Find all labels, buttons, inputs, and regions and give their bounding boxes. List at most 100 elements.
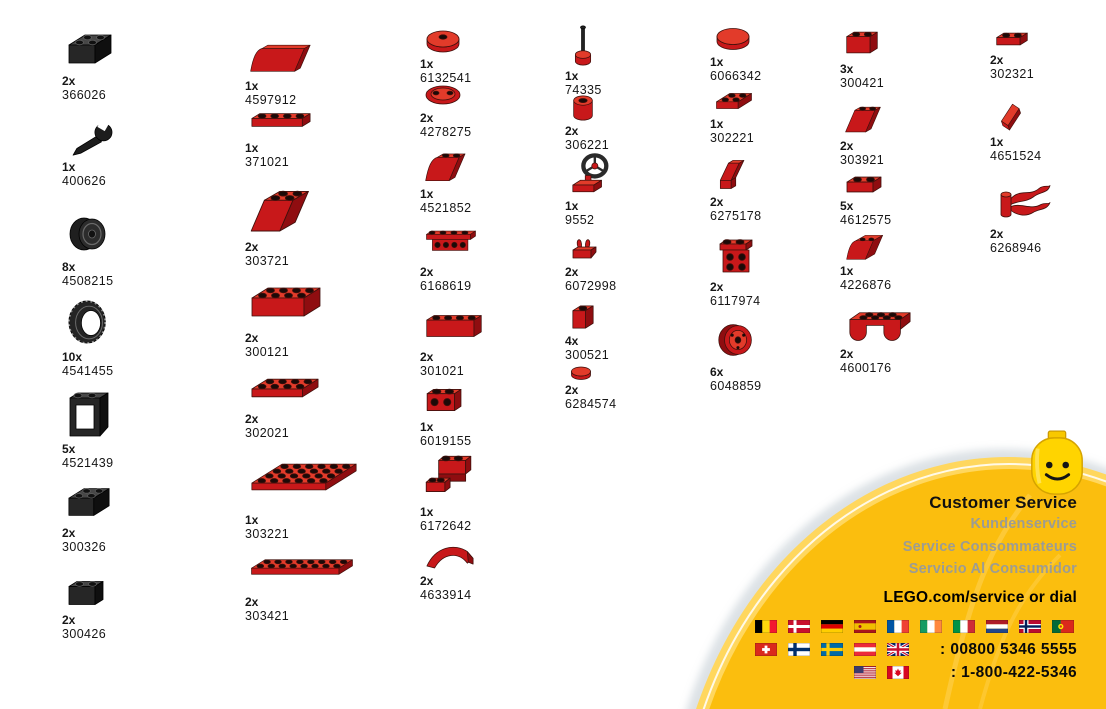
part-6072998: 2x 6072998 [565,235,616,293]
flag-row-3 [854,666,909,679]
part-number: 306221 [565,138,610,152]
part-qty: 2x [245,595,259,609]
part-number: 301021 [420,364,465,378]
part-4597912: 1x 4597912 [245,33,315,107]
part-6268946: 2x 6268946 [990,180,1052,255]
part-qty: 1x [420,57,434,71]
part-image-4597912 [249,33,315,77]
customer-service-title: Customer Service [929,493,1077,512]
part-qty: 3x [840,62,854,76]
part-image-4521439 [66,386,112,440]
part-number: 302321 [990,67,1035,81]
flag-row-2 [755,643,909,656]
part-qty: 2x [710,195,724,209]
part-number: 9552 [565,213,595,227]
part-image-6275178 [714,155,752,193]
part-image-6168619 [424,221,478,263]
flag-nl-icon [986,620,1008,633]
part-qty: 2x [420,111,434,125]
part-6132541: 1x 6132541 [420,25,471,85]
part-number: 4521852 [420,201,472,215]
part-number: 6048859 [710,379,762,393]
part-image-300121 [249,275,323,329]
part-6117974: 2x 6117974 [710,234,761,308]
part-306221: 2x 306221 [565,94,609,152]
part-image-302321 [994,27,1030,51]
flag-es-icon [854,620,876,633]
part-image-301021 [424,304,484,348]
part-qty: 2x [62,526,76,540]
part-4508215: 8x 4508215 [62,210,113,288]
cs-subtitle: Kundenservice [970,516,1077,532]
flag-fi-icon [788,643,810,656]
part-qty: 1x [420,505,434,519]
flag-at-icon [854,643,876,656]
part-number: 303721 [245,254,290,268]
part-74335: 1x 74335 [565,25,602,97]
minifig-head-icon [1026,429,1088,501]
part-number: 371021 [245,155,290,169]
part-image-302221 [714,87,754,115]
part-qty: 1x [245,79,259,93]
part-image-4226876 [844,230,888,262]
part-qty: 2x [245,412,259,426]
part-number: 400626 [62,174,107,188]
part-number: 4651524 [990,149,1042,163]
part-image-74335 [569,25,597,67]
part-number: 6132541 [420,71,472,85]
part-image-302021 [249,366,321,410]
part-number: 300421 [840,76,885,90]
part-qty: 1x [710,55,724,69]
part-qty: 1x [565,69,579,83]
part-303921: 2x 303921 [840,96,885,167]
part-300421: 3x 300421 [840,25,884,90]
part-image-4521852 [424,143,470,185]
part-6066342: 1x 6066342 [710,24,761,83]
part-image-300426 [66,575,106,611]
part-qty: 2x [565,383,579,397]
phone-north-america: : 1-800-422-5346 [950,664,1077,681]
part-image-300521 [569,302,597,332]
part-image-4633914 [424,537,476,572]
part-image-303421 [249,541,355,593]
part-6048859: 6x 6048859 [710,317,761,393]
part-image-6066342 [714,24,752,53]
part-qty: 1x [710,117,724,131]
flag-de-icon [821,620,843,633]
flag-pt-icon [1052,620,1074,633]
part-number: 300121 [245,345,290,359]
part-image-4541455 [66,298,114,348]
part-qty: 2x [420,574,434,588]
part-300326: 2x 300326 [62,480,112,554]
part-366026: 2x 366026 [62,26,114,102]
part-image-400626 [66,120,120,158]
part-6172642: 1x 6172642 [420,447,472,533]
part-image-306221 [569,94,597,122]
part-303221: 1x 303221 [245,443,359,541]
customer-service-text: Customer Service Kundenservice Service Co… [647,493,1077,607]
part-image-4612575 [844,172,884,197]
part-4226876: 1x 4226876 [840,230,891,292]
part-qty: 2x [990,53,1004,67]
part-qty: 5x [840,199,854,213]
part-302221: 1x 302221 [710,87,754,145]
part-image-300421 [844,25,880,60]
part-number: 6072998 [565,279,617,293]
part-qty: 5x [62,442,76,456]
part-4651524: 1x 4651524 [990,99,1041,163]
part-6168619: 2x 6168619 [420,221,478,293]
flag-se-icon [821,643,843,656]
part-number: 300326 [62,540,107,554]
part-qty: 1x [420,420,434,434]
part-number: 366026 [62,88,107,102]
part-number: 6066342 [710,69,762,83]
part-number: 6117974 [710,294,761,308]
part-number: 6275178 [710,209,762,223]
part-qty: 2x [245,240,259,254]
customer-service-dial-label: LEGO.com/service or dial [883,588,1077,606]
flag-no-icon [1019,620,1041,633]
part-image-6284574 [569,364,593,381]
part-qty: 1x [840,264,854,278]
part-number: 4521439 [62,456,114,470]
part-number: 6019155 [420,434,472,448]
